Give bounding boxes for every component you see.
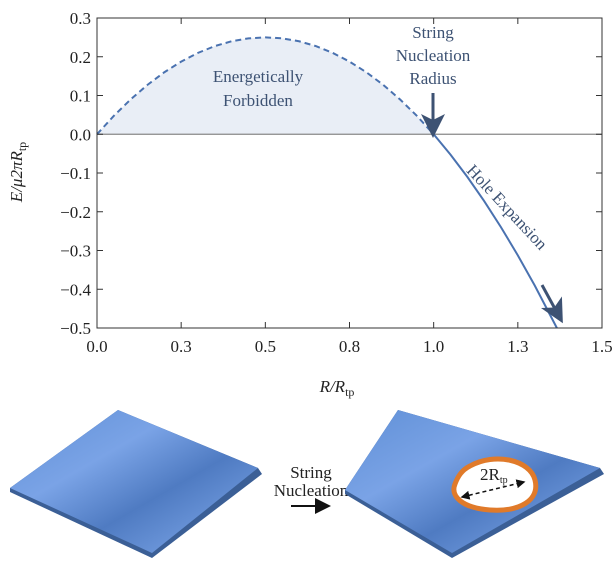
diameter-arrow xyxy=(460,479,526,500)
y-tick-label: 0.2 xyxy=(70,48,91,67)
sheet xyxy=(10,410,258,553)
area xyxy=(97,37,434,135)
annotation: Energetically xyxy=(213,67,304,86)
line xyxy=(96,36,435,135)
x-axis-label-main: R/R xyxy=(319,377,346,396)
diagram: String Nucleation 2Rtp xyxy=(10,410,604,558)
arrow-label: Nucleation xyxy=(274,481,349,500)
y-tick-label: 0.0 xyxy=(70,125,91,144)
x-tick-label: 0.5 xyxy=(255,337,276,356)
y-tick-label: 0.1 xyxy=(70,87,91,106)
annotation: Radius xyxy=(409,69,456,88)
arrow-label: String xyxy=(290,463,332,482)
y-tick-label: −0.2 xyxy=(60,203,91,222)
y-axis-label-main: E/μ2πR xyxy=(7,151,26,204)
x-tick-label: 1.3 xyxy=(507,337,528,356)
plot: 0.0 0.3 0.5 0.8 1.0 1.3 1.5 0.3 0.2 0.1 0.0 −0.1 −0.… xyxy=(60,9,612,356)
x-axis-label-sub: tp xyxy=(345,385,354,399)
annotation: String xyxy=(412,23,454,42)
y-axis-label: E/μ2πRtp xyxy=(7,142,29,203)
x-tick-label: 0.3 xyxy=(171,337,192,356)
hole-label-sub: tp xyxy=(500,475,508,486)
y-tick-label: 0.3 xyxy=(70,9,91,28)
hole-label: 2Rtp xyxy=(480,465,508,486)
x-tick-label: 0.0 xyxy=(86,337,107,356)
line xyxy=(432,133,558,329)
hole-label-main: 2R xyxy=(480,465,501,484)
arrow xyxy=(540,284,563,324)
annotation: Nucleation xyxy=(396,46,471,65)
y-tick-label: −0.4 xyxy=(60,280,91,299)
x-tick-label: 1.0 xyxy=(423,337,444,356)
y-tick-label: −0.1 xyxy=(60,164,91,183)
y-tick-label: −0.5 xyxy=(60,319,91,338)
x-tick-label: 0.8 xyxy=(339,337,360,356)
annotation: Forbidden xyxy=(223,91,293,110)
annotation: Hole Expansion xyxy=(463,161,552,254)
x-tick-label: 1.5 xyxy=(591,337,612,356)
y-axis-label-sub: tp xyxy=(15,142,29,151)
y-tick-label: −0.3 xyxy=(60,242,91,261)
x-axis-label: R/Rtp xyxy=(319,377,355,399)
